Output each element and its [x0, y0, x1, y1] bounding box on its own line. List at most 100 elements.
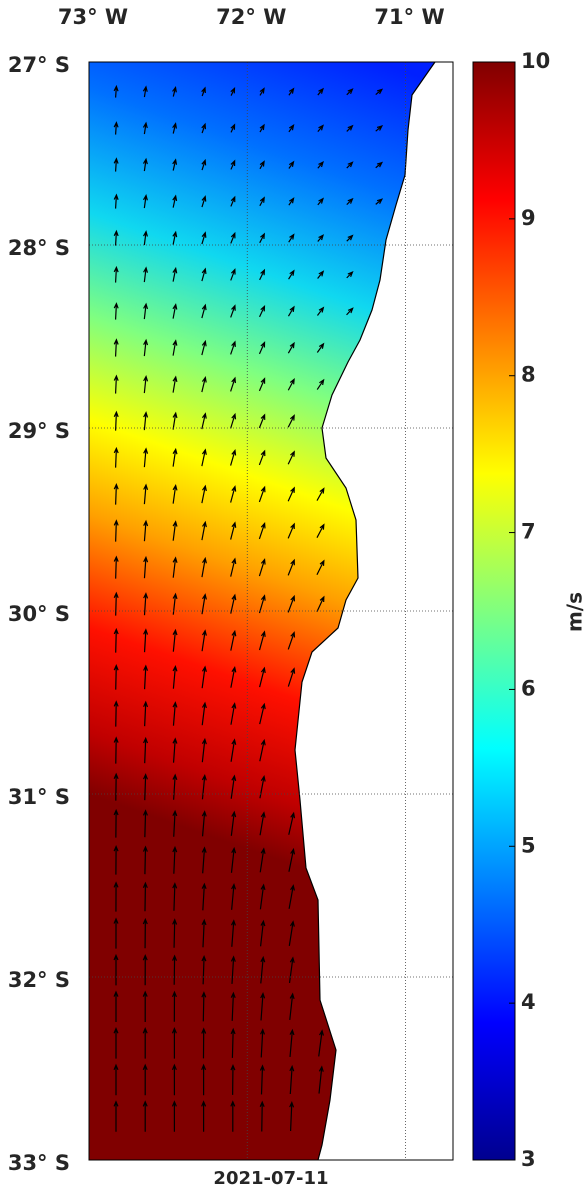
wind-arrow [230, 159, 236, 170]
wind-arrow [113, 193, 119, 209]
wind-arrow [288, 124, 295, 133]
wind-arrow [346, 197, 354, 206]
wind-arrow [201, 122, 207, 134]
wind-arrow [171, 1027, 177, 1059]
wind-arrow [230, 991, 236, 1021]
wind-arrow [201, 593, 207, 615]
wind-arrow [346, 271, 354, 279]
wind-arrow [142, 845, 148, 875]
wind-arrow [259, 919, 266, 947]
wind-arrow [230, 557, 237, 577]
wind-arrow [230, 702, 237, 725]
wind-arrow [113, 772, 119, 801]
wind-arrow [172, 339, 178, 356]
wind-arrow [259, 811, 266, 836]
wind-arrow [346, 161, 354, 169]
y-tick-label: 30° S [8, 602, 70, 626]
wind-arrow [230, 1063, 236, 1095]
wind-arrow [172, 845, 178, 874]
wind-arrow [230, 810, 237, 836]
wind-arrow [201, 991, 207, 1022]
wind-arrow [113, 483, 119, 505]
wind-arrow [172, 954, 178, 985]
wind-arrow [201, 1100, 207, 1132]
wind-arrow [259, 232, 265, 244]
wind-arrow [142, 157, 148, 172]
wind-arrow [317, 234, 325, 242]
wind-arrow [201, 1063, 207, 1096]
colorbar-tick-label: 6 [521, 676, 536, 700]
wind-arrow [317, 270, 325, 279]
wind-arrow [143, 555, 149, 579]
wind-arrow [258, 341, 266, 355]
wind-arrow [375, 88, 384, 96]
wind-arrow [375, 161, 384, 169]
wind-arrow [289, 1028, 295, 1058]
wind-arrow [260, 955, 266, 984]
wind-arrow [172, 809, 178, 837]
wind-arrow [113, 1100, 119, 1132]
wind-arrow [143, 447, 149, 468]
x-tick-label: 73° W [58, 5, 128, 29]
wind-arrow [316, 306, 325, 316]
wind-arrow [142, 1027, 148, 1059]
map-frame [88, 61, 454, 1161]
wind-arrow [375, 198, 384, 205]
wind-arrow [201, 339, 207, 356]
wind-arrow [143, 519, 149, 542]
wind-arrow [172, 122, 177, 134]
wind-arrow [201, 774, 207, 800]
x-tick-label: 72° W [216, 5, 286, 29]
wind-arrow [230, 485, 237, 503]
wind-arrow [172, 664, 178, 689]
wind-arrow [171, 1063, 177, 1096]
wind-arrow [287, 667, 296, 687]
wind-arrow [201, 556, 207, 578]
wind-arrow [258, 558, 266, 577]
wind-arrow [287, 378, 295, 391]
wind-arrow [259, 775, 266, 799]
y-tick-label: 28° S [8, 236, 70, 260]
wind-arrow [258, 377, 266, 392]
wind-arrow [230, 412, 237, 429]
wind-arrow [201, 846, 207, 874]
map [88, 61, 454, 1161]
wind-arrow [259, 738, 266, 762]
wind-arrow [259, 1064, 265, 1095]
wind-arrow [230, 123, 236, 133]
wind-arrow [258, 630, 266, 651]
wind-arrow [201, 231, 207, 245]
wind-arrow [201, 954, 207, 985]
wind-arrow [172, 447, 178, 467]
wind-arrow [113, 121, 119, 135]
wind-arrow [258, 485, 266, 503]
wind-arrow [346, 124, 354, 132]
wind-arrow [316, 487, 325, 501]
wind-arrow [288, 920, 295, 946]
wind-arrow [143, 266, 149, 283]
wind-arrow [287, 558, 295, 576]
wind-arrow [113, 845, 119, 875]
wind-arrow [230, 846, 237, 873]
date: 2021-07-11 [213, 1168, 328, 1188]
wind-arrow [142, 809, 148, 838]
wind-arrow [287, 414, 295, 428]
wind-arrow [201, 158, 207, 171]
wind-arrow [259, 702, 266, 725]
colorbar-tick-label: 4 [521, 990, 536, 1014]
wind-arrow [287, 522, 295, 539]
wind-arrow [143, 230, 148, 246]
wind-arrow [201, 810, 207, 837]
wind-arrow [230, 1100, 236, 1132]
wind-arrow [172, 701, 178, 726]
wind-arrow [172, 303, 178, 319]
wind-arrow [375, 125, 384, 132]
colorbar [472, 61, 516, 1161]
wind-arrow [201, 195, 207, 208]
wind-arrow [230, 738, 237, 762]
wind-arrow [287, 450, 295, 465]
wind-arrow [259, 847, 266, 873]
wind-arrow [113, 410, 119, 431]
wind-arrow [287, 631, 296, 650]
wind-arrow [316, 342, 325, 353]
